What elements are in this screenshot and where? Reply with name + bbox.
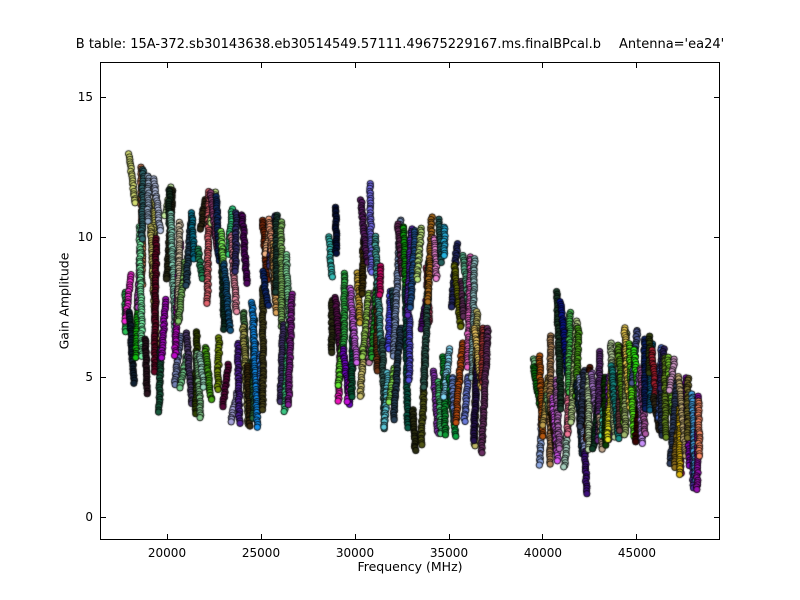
x-tick-mark-top — [166, 63, 168, 68]
y-tick-mark-right — [714, 376, 719, 378]
y-tick-mark-right — [714, 236, 719, 238]
y-tick-mark-right — [714, 516, 719, 518]
x-tick-label: 30000 — [335, 546, 375, 560]
plot-title: B table: 15A-372.sb30143638.eb30514549.5… — [75, 37, 601, 52]
y-tick-label: 10 — [77, 230, 93, 244]
y-tick-label: 15 — [77, 90, 93, 104]
x-tick-mark — [542, 534, 544, 539]
x-tick-label: 40000 — [523, 546, 563, 560]
x-tick-mark — [260, 534, 262, 539]
x-tick-mark-top — [260, 63, 262, 68]
x-tick-label: 20000 — [147, 546, 187, 560]
x-tick-mark-top — [448, 63, 450, 68]
x-tick-mark — [636, 534, 638, 539]
scatter-canvas — [101, 63, 719, 539]
y-tick-label: 5 — [85, 370, 93, 385]
x-tick-mark-top — [636, 63, 638, 68]
title-row: B table: 15A-372.sb30143638.eb30514549.5… — [0, 37, 800, 52]
x-tick-mark-top — [542, 63, 544, 68]
x-tick-label: 35000 — [429, 546, 469, 560]
x-tick-mark — [166, 534, 168, 539]
x-tick-mark-top — [354, 63, 356, 68]
x-tick-mark — [354, 534, 356, 539]
x-tick-label: 45000 — [617, 546, 657, 560]
x-tick-mark — [448, 534, 450, 539]
antenna-annotation: Antenna='ea24' — [618, 37, 725, 52]
x-axis-label: Frequency (MHz) — [357, 559, 463, 574]
y-tick-mark — [101, 376, 106, 378]
plot-frame — [100, 62, 720, 540]
y-tick-label: 0 — [85, 510, 93, 525]
y-axis-label: Gain Amplitude — [56, 252, 72, 350]
x-tick-label: 25000 — [241, 546, 281, 560]
y-tick-mark — [101, 96, 106, 98]
y-tick-mark-right — [714, 96, 719, 98]
y-tick-mark — [101, 516, 106, 518]
y-tick-mark — [101, 236, 106, 238]
